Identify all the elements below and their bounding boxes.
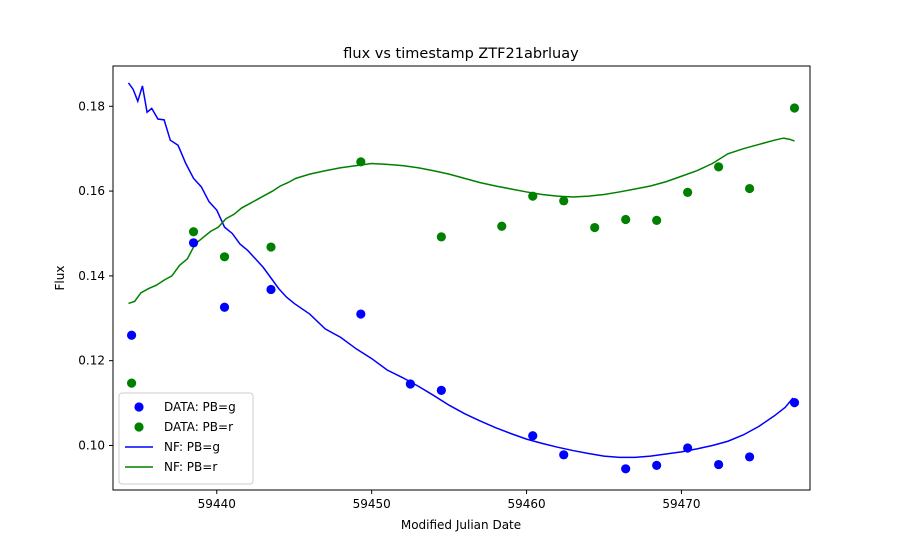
legend-label-1: DATA: PB=r — [164, 420, 233, 434]
axes: 59440 59450 59460 59470 0.10 0.12 0.14 0.16 0.18 — [78, 65, 811, 511]
plot-area — [126, 82, 800, 474]
series-line-2 — [127, 82, 794, 459]
data-point-1-1 — [188, 227, 199, 237]
legend-label-2: NF: PB=g — [164, 440, 220, 454]
data-point-0-9 — [621, 464, 631, 474]
data-point-0-0 — [126, 330, 137, 340]
data-point-0-7 — [528, 431, 538, 441]
data-point-1-11 — [652, 215, 662, 225]
legend-marker-1 — [134, 422, 144, 432]
x-axis-label: Modified Julian Date — [401, 518, 521, 532]
legend-marker-0 — [134, 402, 144, 412]
data-point-1-15 — [789, 103, 800, 113]
data-point-0-2 — [219, 302, 230, 312]
y-tick-label-3: 0.16 — [78, 184, 105, 198]
data-point-1-5 — [436, 232, 446, 242]
legend-label-0: DATA: PB=g — [164, 400, 236, 414]
data-point-1-14 — [744, 183, 755, 194]
data-point-0-3 — [266, 284, 276, 295]
legend-box — [118, 392, 254, 485]
data-point-0-8 — [559, 450, 569, 460]
data-point-0-10 — [652, 460, 662, 471]
data-point-1-4 — [356, 157, 366, 167]
y-tick-label-1: 0.12 — [78, 354, 105, 368]
data-point-0-4 — [356, 309, 366, 319]
data-point-0-12 — [714, 459, 724, 470]
data-point-0-1 — [188, 238, 199, 248]
chart-title: flux vs timestamp ZTF21abrluay — [343, 46, 579, 62]
y-tick-label-2: 0.14 — [78, 269, 105, 283]
x-tick-label-1: 59450 — [353, 497, 391, 511]
data-point-1-7 — [528, 191, 538, 201]
plot-frame — [112, 65, 811, 491]
data-point-0-5 — [405, 379, 415, 389]
series-line-3 — [128, 137, 795, 305]
data-point-1-6 — [497, 221, 507, 231]
data-point-1-13 — [714, 162, 724, 172]
legend-label-3: NF: PB=r — [164, 460, 217, 474]
data-point-0-6 — [436, 385, 446, 395]
data-point-1-0 — [126, 378, 137, 388]
data-point-0-13 — [744, 452, 755, 462]
data-point-1-9 — [590, 222, 600, 233]
data-point-0-11 — [683, 443, 693, 453]
legend: DATA: PB=g DATA: PB=r NF: PB=g NF: PB=r — [118, 392, 254, 485]
data-point-1-12 — [683, 187, 693, 197]
data-point-1-10 — [621, 214, 631, 225]
y-tick-label-0: 0.10 — [78, 438, 105, 452]
x-tick-label-0: 59440 — [198, 497, 236, 511]
x-tick-label-2: 59460 — [507, 497, 545, 511]
data-point-1-2 — [219, 252, 230, 262]
y-axis-label: Flux — [53, 266, 67, 291]
data-point-1-8 — [559, 196, 569, 206]
x-tick-label-3: 59470 — [662, 497, 700, 511]
data-point-1-3 — [266, 242, 276, 252]
data-point-0-14 — [789, 398, 800, 408]
y-tick-label-4: 0.18 — [78, 99, 105, 113]
